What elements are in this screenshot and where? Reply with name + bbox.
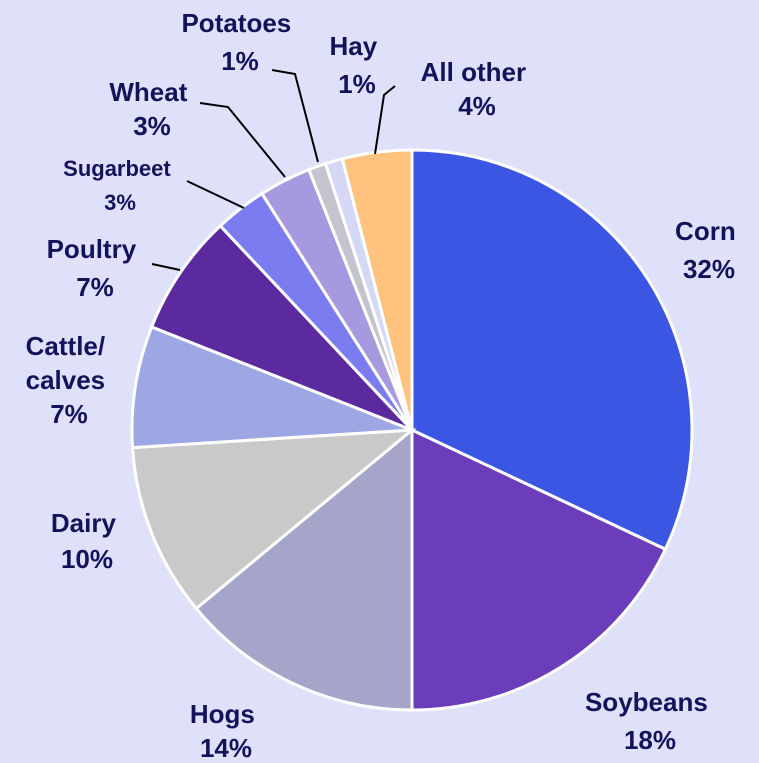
- pie-slice-soybeans: [410, 427, 668, 712]
- leader-line-potatoes: [271, 69, 319, 163]
- label-poultry: Poultry 7%: [47, 234, 144, 302]
- label-soybeans: Soybeans 18%: [585, 687, 715, 755]
- label-corn: Corn 32%: [675, 216, 743, 284]
- label-dairy: Dairy 10%: [51, 508, 123, 574]
- slice-labels: Corn 32% Soybeans 18% Hogs 14% Dairy 10%…: [26, 8, 743, 763]
- label-wheat: Wheat 3%: [109, 77, 194, 141]
- label-potatoes: Potatoes 1%: [181, 8, 298, 76]
- label-hogs: Hogs 14%: [190, 699, 262, 763]
- pie-slice-corn: [410, 148, 694, 552]
- pie-slice-all-other: [340, 148, 414, 431]
- pie-slice-poultry: [149, 223, 414, 432]
- pie-slices: [130, 148, 694, 712]
- leader-line-sugarbeet: [186, 180, 245, 209]
- leader-line-hay: [374, 85, 396, 155]
- leader-line-poultry: [151, 263, 181, 271]
- label-all-other: All other 4%: [421, 57, 534, 121]
- label-hay: Hay 1%: [330, 31, 385, 99]
- leader-line-wheat: [199, 102, 286, 178]
- leader-lines: [151, 69, 396, 271]
- pie-slice-cattle-calves: [130, 324, 413, 450]
- label-sugarbeet: Sugarbeet 3%: [63, 156, 177, 215]
- pie-slice-hogs: [194, 426, 414, 712]
- label-cattle-calves: Cattle/ calves 7%: [26, 331, 113, 429]
- pie-slice-dairy: [130, 428, 417, 611]
